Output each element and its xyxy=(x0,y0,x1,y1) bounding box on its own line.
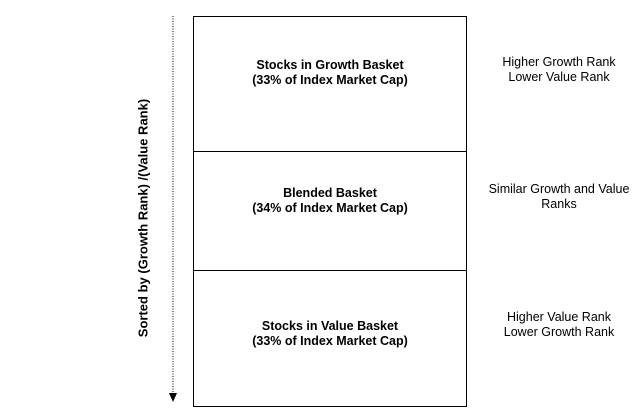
value-basket-title: Stocks in Value Basket xyxy=(261,319,399,333)
growth-basket-share: (33% of Index Market Cap) xyxy=(252,73,408,87)
growth-basket-title: Stocks in Growth Basket xyxy=(256,58,404,72)
value-desc-line-1: Higher Value Rank xyxy=(507,310,611,324)
blended-desc-line-2: Ranks xyxy=(541,197,577,211)
value-desc-line-2: Lower Growth Rank xyxy=(503,325,615,339)
value-basket-share: (33% of Index Market Cap) xyxy=(252,334,408,348)
growth-rank-description: Higher Growth Rank Lower Value Rank xyxy=(479,55,639,85)
value-rank-description: Higher Value Rank Lower Growth Rank xyxy=(479,310,639,340)
value-basket-box: Stocks in Value Basket (33% of Index Mar… xyxy=(194,270,466,406)
blended-basket-box: Blended Basket (34% of Index Market Cap) xyxy=(194,151,466,271)
blended-rank-description: Similar Growth and Value Ranks xyxy=(479,182,639,212)
blended-basket-share: (34% of Index Market Cap) xyxy=(252,201,408,215)
growth-basket-box: Stocks in Growth Basket (33% of Index Ma… xyxy=(194,17,466,152)
sort-axis-label: Sorted by (Growth Rank) /(Value Rank) xyxy=(135,98,151,338)
blended-desc-line-1: Similar Growth and Value xyxy=(488,182,630,196)
growth-desc-line-2: Lower Value Rank xyxy=(508,70,610,84)
basket-stack: Stocks in Growth Basket (33% of Index Ma… xyxy=(193,16,467,407)
blended-basket-title: Blended Basket xyxy=(283,186,377,200)
growth-desc-line-1: Higher Growth Rank xyxy=(502,55,616,69)
sort-direction-arrow xyxy=(169,16,177,402)
